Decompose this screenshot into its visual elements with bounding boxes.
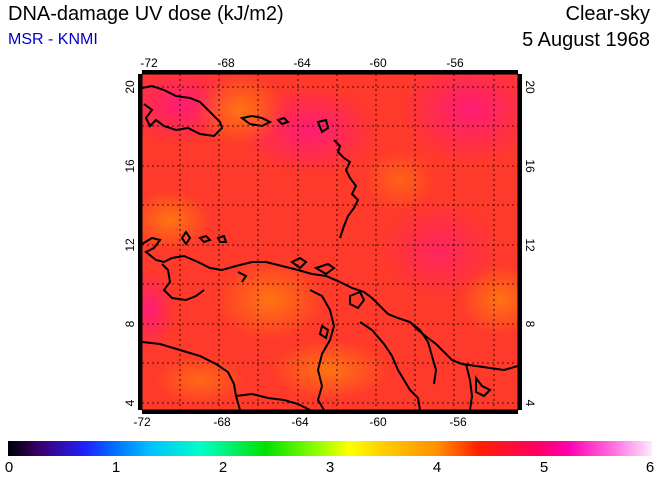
lat-tick-left: 12 — [123, 238, 137, 252]
colorbar-label: 6 — [645, 459, 655, 476]
lon-tick-bottom: -64 — [291, 415, 309, 429]
lat-tick-left: 4 — [123, 399, 137, 406]
map-date: 5 August 1968 — [522, 29, 650, 51]
lon-tick-top: -56 — [446, 56, 464, 70]
lat-tick-left: 20 — [123, 80, 137, 94]
lon-tick-bottom: -68 — [213, 415, 231, 429]
coastlines — [142, 84, 518, 410]
colorbar-label: 3 — [325, 459, 335, 476]
lon-tick-bottom: -56 — [449, 415, 467, 429]
lat-tick-left: 16 — [123, 159, 137, 173]
colorbar-label: 2 — [218, 459, 228, 476]
sky-condition: Clear-sky — [565, 3, 650, 25]
colorbar — [8, 441, 652, 456]
map-title: DNA-damage UV dose (kJ/m2) — [8, 3, 284, 25]
uv-field — [142, 74, 518, 410]
lon-tick-bottom: -60 — [369, 415, 387, 429]
lat-tick-right: 16 — [523, 159, 537, 173]
lat-tick-right: 8 — [523, 321, 537, 328]
map-frame — [138, 70, 522, 414]
colorbar-label: 0 — [4, 459, 14, 476]
map-subtitle: MSR - KNMI — [8, 31, 98, 48]
lon-tick-top: -68 — [217, 56, 235, 70]
colorbar-label: 1 — [111, 459, 121, 476]
lat-tick-right: 20 — [523, 80, 537, 94]
lon-tick-top: -64 — [293, 56, 311, 70]
lat-tick-right: 12 — [523, 238, 537, 252]
lon-tick-bottom: -72 — [133, 415, 151, 429]
colorbar-label: 4 — [432, 459, 442, 476]
lon-tick-top: -60 — [369, 56, 387, 70]
lon-tick-top: -72 — [140, 56, 158, 70]
colorbar-label: 5 — [539, 459, 549, 476]
lat-tick-right: 4 — [523, 400, 537, 407]
lat-tick-left: 8 — [123, 320, 137, 327]
